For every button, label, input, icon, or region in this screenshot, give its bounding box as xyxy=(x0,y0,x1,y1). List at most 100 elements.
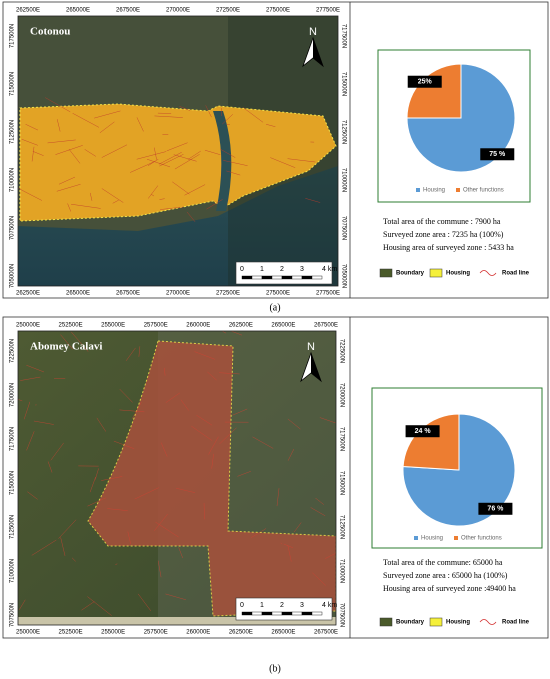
coord-label-bottom: 252500E xyxy=(59,630,83,636)
road xyxy=(26,364,45,373)
coord-label-top: 260000E xyxy=(186,323,210,329)
coord-label-right: 717500N xyxy=(340,24,346,48)
road xyxy=(55,145,83,155)
scale-segment xyxy=(311,611,323,616)
map-frame xyxy=(17,330,337,626)
coord-label-bottom: 270000E xyxy=(166,291,190,297)
value-label: 75 % xyxy=(489,151,506,158)
road xyxy=(187,150,201,160)
coord-label-right: 707500N xyxy=(338,603,344,627)
coord-label-top: 252500E xyxy=(59,323,83,329)
road xyxy=(67,203,72,212)
road xyxy=(252,436,274,449)
scale-segment xyxy=(241,275,253,280)
road xyxy=(173,154,197,162)
coord-label-right: 715000N xyxy=(338,471,344,495)
road xyxy=(45,97,71,113)
coord-label-top: 277500E xyxy=(316,8,340,14)
coord-label-top: 275000E xyxy=(266,8,290,14)
road xyxy=(71,557,76,562)
map-title: Abomey Calavi xyxy=(30,341,102,353)
road xyxy=(107,508,128,511)
road xyxy=(25,123,39,131)
legend-label: Other functions xyxy=(461,536,502,542)
north-label: N xyxy=(309,26,317,38)
road xyxy=(280,542,283,545)
road xyxy=(18,599,26,610)
road xyxy=(184,184,206,196)
road xyxy=(158,152,182,165)
north-label: N xyxy=(307,341,315,353)
coord-label-left: 717500N xyxy=(10,427,16,451)
road xyxy=(179,106,191,111)
road xyxy=(287,418,301,430)
road xyxy=(137,593,152,612)
road xyxy=(115,563,118,565)
coord-label-left: 715000N xyxy=(10,72,16,96)
road xyxy=(191,425,213,441)
urban xyxy=(19,103,337,222)
road xyxy=(87,497,106,507)
coord-label-right: 707500N xyxy=(340,216,346,240)
road xyxy=(130,160,156,173)
value-label-box xyxy=(480,148,515,161)
road xyxy=(293,522,302,533)
road xyxy=(127,531,131,545)
road xyxy=(180,399,189,411)
road xyxy=(147,158,159,166)
coord-label-top: 262500E xyxy=(16,8,40,14)
road xyxy=(287,448,295,461)
coord-label-right: 712500N xyxy=(338,515,344,539)
road xyxy=(315,497,324,505)
coord-label-right: 720000N xyxy=(338,383,344,407)
road xyxy=(208,436,219,455)
road xyxy=(159,154,184,167)
road xyxy=(176,487,196,493)
value-label: 25% xyxy=(418,79,433,86)
stat-line: Surveyed zone area : 7235 ha (100%) xyxy=(383,230,504,239)
coord-label-right: 710000N xyxy=(338,559,344,583)
coord-label-bottom: 262500E xyxy=(16,291,40,297)
scale-label: 4 km xyxy=(322,602,337,609)
coord-label-bottom: 257500E xyxy=(144,630,168,636)
coord-label-top: 265000E xyxy=(66,8,90,14)
road xyxy=(159,198,165,200)
scale-label: 0 xyxy=(240,266,244,273)
legend-swatch xyxy=(416,188,420,192)
coord-label-bottom: 267500E xyxy=(314,630,338,636)
coord-label-bottom: 275000E xyxy=(266,291,290,297)
road xyxy=(146,158,171,168)
caption: (b) xyxy=(269,663,281,674)
road xyxy=(270,157,296,168)
road xyxy=(56,183,81,192)
legend-label: Housing xyxy=(446,620,470,626)
coord-label-left: 710000N xyxy=(10,168,16,192)
road xyxy=(206,199,223,210)
lagoon xyxy=(213,111,232,211)
map-frame xyxy=(17,15,339,287)
legend-label: Housing xyxy=(446,271,470,277)
road xyxy=(160,206,184,210)
road xyxy=(101,144,128,158)
legend-road xyxy=(479,619,497,625)
road xyxy=(72,113,100,128)
road xyxy=(23,401,31,420)
map-image xyxy=(18,331,336,625)
value-label: 24 % xyxy=(415,428,432,435)
road xyxy=(226,170,241,176)
road xyxy=(96,417,107,432)
road xyxy=(131,402,142,420)
scale-segment xyxy=(261,611,273,616)
map-title: Cotonou xyxy=(30,26,70,38)
road xyxy=(204,149,221,156)
road xyxy=(70,331,89,352)
north-arrow-shade xyxy=(311,353,321,381)
road xyxy=(60,537,66,556)
road xyxy=(27,491,38,500)
scale-label: 2 xyxy=(280,602,284,609)
road xyxy=(312,572,327,586)
coord-label-left: 705000N xyxy=(10,264,16,288)
legend-label: Boundary xyxy=(396,271,425,277)
coord-label-top: 262500E xyxy=(229,323,253,329)
